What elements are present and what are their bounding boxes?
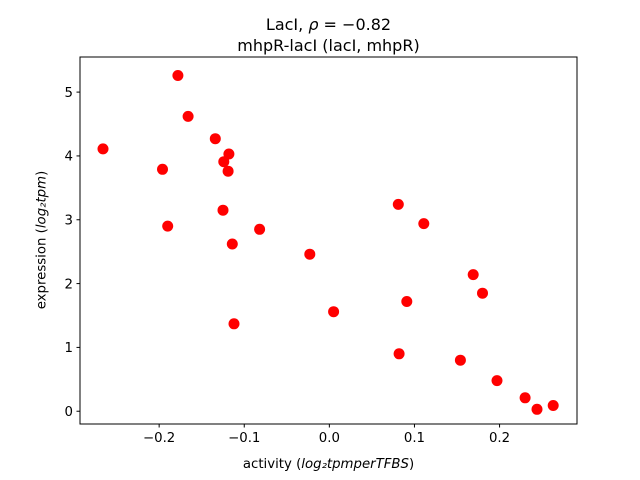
data-point — [467, 269, 479, 281]
data-point — [162, 220, 174, 232]
data-point — [401, 296, 413, 307]
chart-title-line1: LacI, ρ = −0.82 — [80, 15, 577, 36]
y-tick-label: 1 — [65, 341, 73, 356]
data-point — [477, 287, 488, 299]
data-point — [547, 400, 559, 411]
data-point — [418, 218, 430, 230]
x-tick-label: −0.2 — [143, 431, 175, 446]
x-tick-label: 0.0 — [319, 431, 340, 446]
y-tick-label: 2 — [65, 277, 73, 292]
x-tick-label: 0.1 — [404, 431, 425, 446]
y-axis-label-prefix: expression ( — [34, 228, 50, 310]
data-point — [228, 318, 240, 330]
title-correlation-value: = −0.82 — [318, 15, 392, 34]
data-point — [182, 110, 194, 122]
x-axis-label: activity (log₂tpmperTFBS) — [80, 457, 577, 472]
x-axis-label-prefix: activity ( — [242, 457, 302, 472]
x-axis-label-suffix: ) — [408, 457, 415, 472]
data-point — [304, 248, 316, 260]
y-tick-label: 0 — [65, 405, 73, 420]
data-point — [209, 133, 221, 145]
data-point — [97, 143, 109, 155]
data-point — [218, 156, 230, 168]
y-tick-label: 5 — [65, 86, 73, 101]
y-tick-label: 4 — [65, 150, 73, 165]
title-rho-symbol: ρ — [308, 15, 319, 34]
data-point — [254, 223, 266, 235]
x-tick-label: 0.2 — [489, 431, 510, 446]
data-point — [172, 70, 184, 81]
plot-frame — [79, 56, 578, 425]
y-axis-label-suffix: ) — [34, 170, 50, 176]
y-tick-label: 3 — [65, 214, 73, 229]
data-point — [226, 238, 238, 250]
data-point — [491, 375, 503, 387]
x-axis-label-math: log₂tpmperTFBS — [301, 457, 409, 472]
data-point — [157, 163, 168, 175]
y-axis-label: expression (log₂tpm) — [35, 171, 50, 310]
data-point — [392, 198, 404, 210]
chart-title: LacI, ρ = −0.82 mhpR-lacI (lacI, mhpR) — [80, 15, 577, 56]
x-tick-label: −0.1 — [228, 431, 260, 446]
title-prefix: LacI, — [265, 15, 309, 34]
data-point — [519, 392, 531, 404]
chart-subtitle: mhpR-lacI (lacI, mhpR) — [237, 35, 420, 55]
data-point — [531, 403, 543, 415]
y-axis-label-math: log₂tpm — [34, 175, 50, 229]
data-point — [222, 165, 234, 177]
data-point — [454, 354, 466, 366]
data-point — [328, 306, 340, 318]
data-point — [217, 204, 229, 216]
data-point — [393, 348, 405, 360]
